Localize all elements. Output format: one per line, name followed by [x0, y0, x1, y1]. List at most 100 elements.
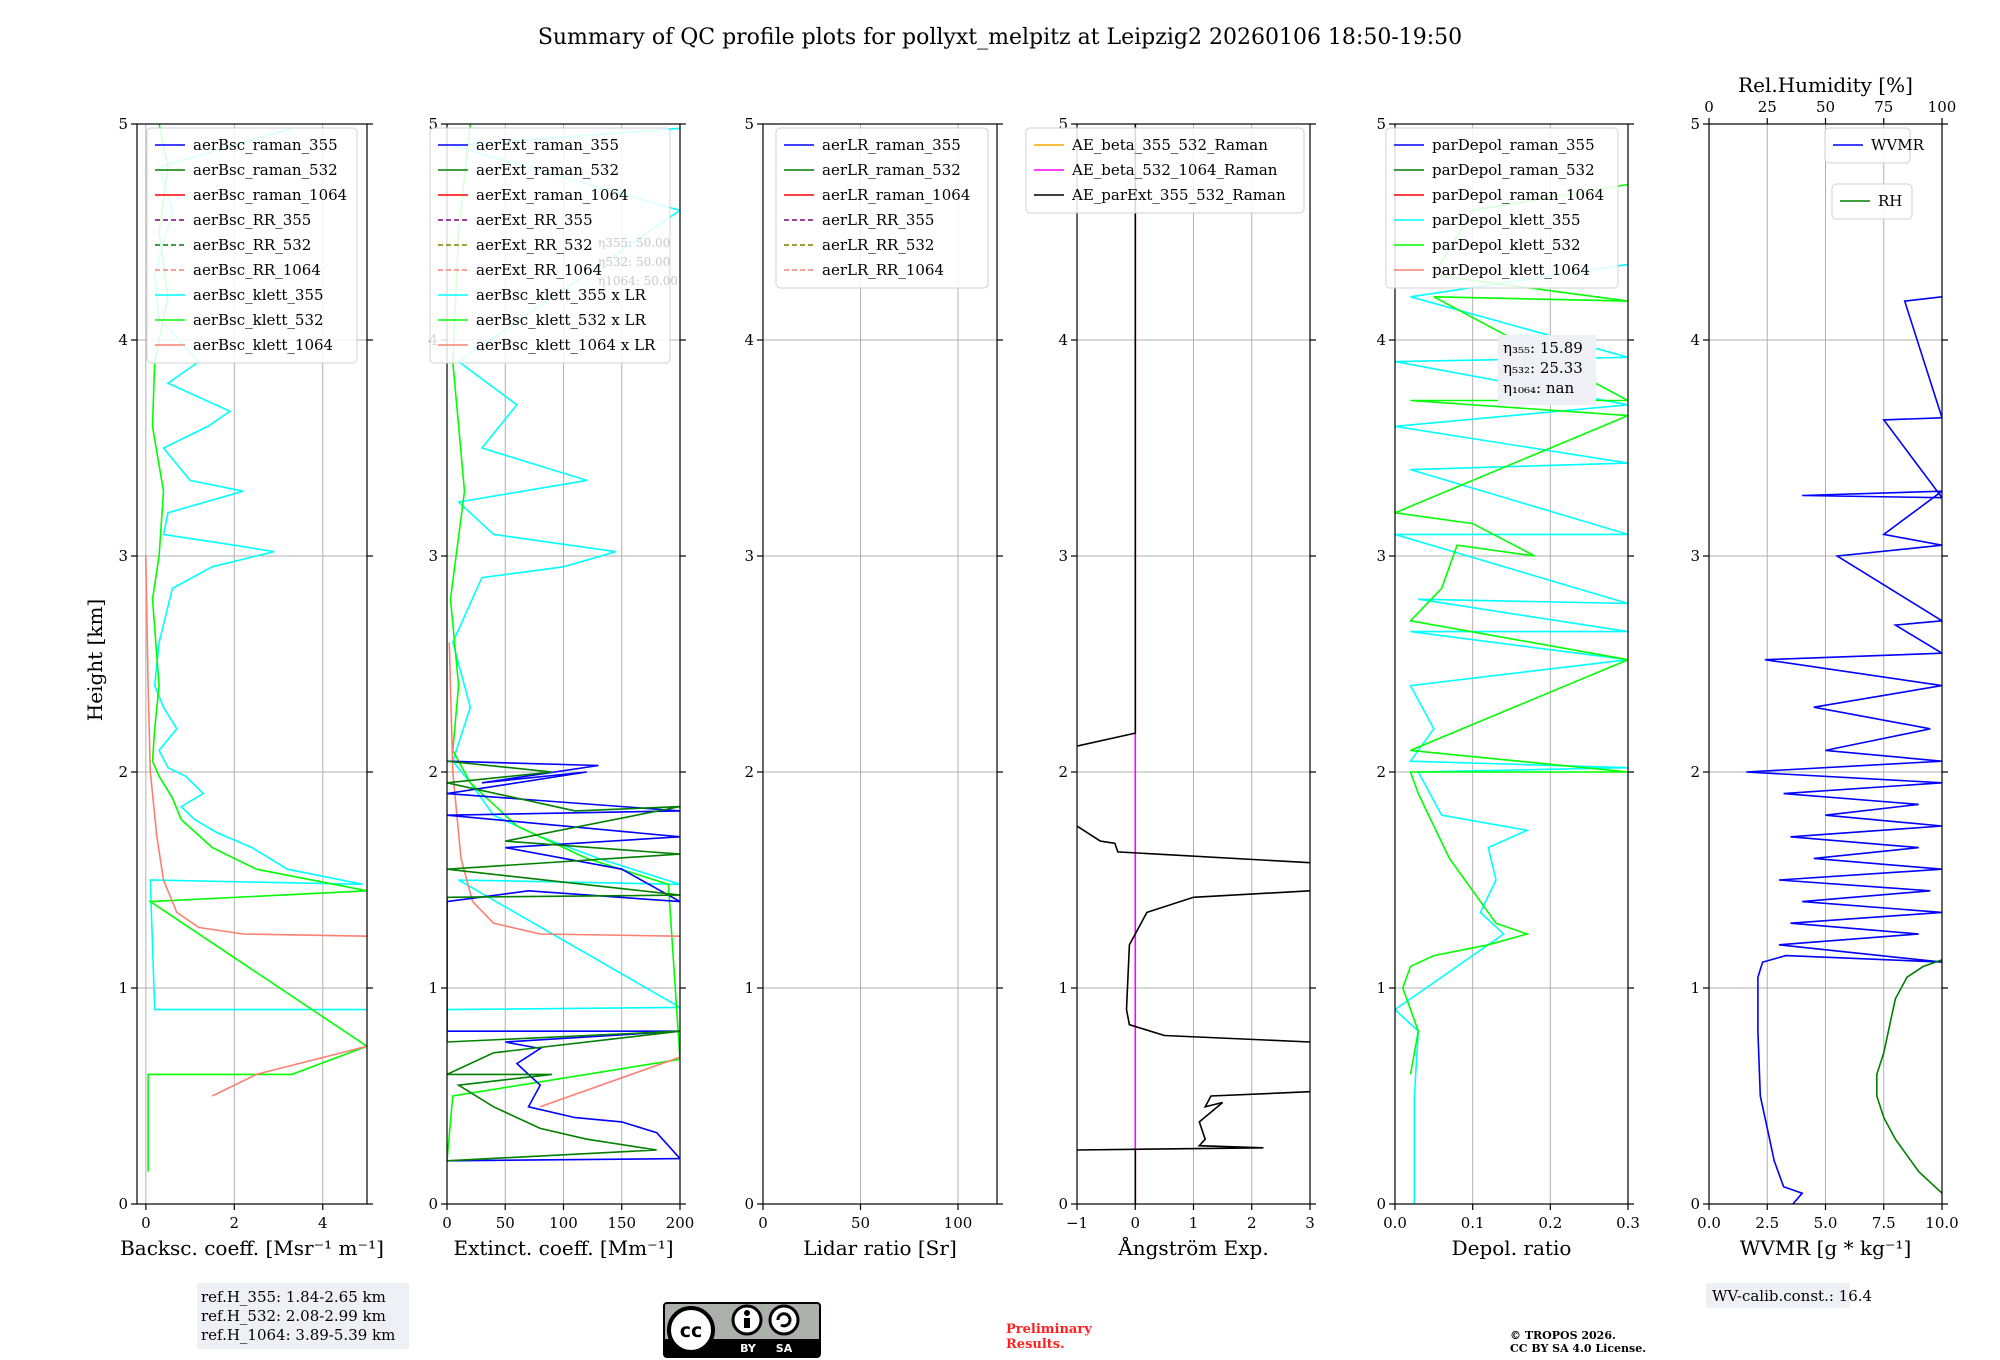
cc-logo-text: cc [680, 1320, 703, 1342]
legend-entry: aerBsc_raman_355 [193, 136, 338, 154]
series-line-parDepol_klett_532 [1395, 183, 1628, 1075]
ref-height-1064: ref.H_1064: 3.89-5.39 km [201, 1326, 395, 1344]
y-tick-label: 2 [744, 763, 754, 781]
legend-entry: aerLR_RR_355 [822, 211, 934, 229]
y-tick-label: 5 [1376, 115, 1386, 133]
y-tick-label: 3 [1376, 547, 1386, 565]
x-tick-label: 50 [851, 1214, 870, 1232]
by-label: BY [740, 1342, 757, 1355]
lr-axes-frame [762, 123, 998, 1205]
x-tick-label: 200 [666, 1214, 695, 1232]
wv-legend-2: RH [1831, 183, 1913, 220]
y-tick-label: 4 [1376, 331, 1386, 349]
legend-entry: parDepol_raman_1064 [1432, 186, 1604, 204]
eta-annotation-line: η₅₃₂: 25.33 [1503, 359, 1583, 377]
x-tick-label: 150 [607, 1214, 636, 1232]
y-tick-label: 5 [1690, 115, 1700, 133]
x-tick-label: 0 [442, 1214, 452, 1232]
bsc-axes-frame [136, 123, 368, 1205]
panel-depol: 0.0 0.1 0.2 0.3 0 1 2 3 4 5 Depol. ratio parDepol_r… [1376, 115, 1639, 1260]
lr-x-axis-label: Lidar ratio [Sr] [803, 1236, 957, 1260]
y-tick-label: 5 [118, 115, 128, 133]
sa-share-icon [768, 1304, 800, 1336]
y-tick-label: 0 [1376, 1195, 1386, 1213]
y-tick-label: 2 [1690, 763, 1700, 781]
legend-entry: parDepol_klett_355 [1432, 211, 1581, 229]
wv-calib-bg [1706, 1283, 1850, 1308]
legend-entry: aerExt_raman_532 [476, 161, 619, 179]
y-tick-label: 2 [428, 763, 438, 781]
legend-entry: aerExt_RR_532 [476, 236, 593, 254]
x-tick-label: 0 [758, 1214, 768, 1232]
ae-legend: AE_beta_355_532_Raman AE_beta_532_1064_Ra… [1025, 127, 1305, 214]
y-tick-label: 5 [744, 115, 754, 133]
x-tick-label: 2 [1247, 1214, 1257, 1232]
x-tick-label: 0.0 [1383, 1214, 1407, 1232]
top-axis-label: Rel.Humidity [%] [1738, 73, 1913, 97]
y-tick-label: 4 [744, 331, 754, 349]
legend-entry: aerBsc_klett_355 [193, 286, 324, 304]
legend-entry: aerBsc_raman_532 [193, 161, 338, 179]
top-tick-label: 50 [1816, 98, 1835, 116]
sa-arrow-icon [776, 1312, 792, 1328]
legend-entry: parDepol_raman_355 [1432, 136, 1595, 154]
legend-entry: aerLR_RR_1064 [822, 261, 944, 279]
y-tick-label: 1 [1376, 979, 1386, 997]
x-tick-label: 1 [1189, 1214, 1199, 1232]
cc-license-badge[interactable]: cc BY SA [663, 1302, 821, 1358]
panel-lr: 0 50 100 0 1 2 3 4 5 Lidar ratio [Sr] aerLR_raman_… [744, 115, 1003, 1260]
x-tick-label: 100 [549, 1214, 578, 1232]
y-tick-label: 2 [1058, 763, 1068, 781]
eta-annotation-line: η₁₀₆₄: nan [1503, 379, 1574, 397]
top-tick-label: 100 [1928, 98, 1957, 116]
by-person-head [744, 1310, 750, 1316]
eta-annotation-box [1498, 335, 1596, 405]
panel-ext: 050100150200012345Extinct. coeff. [Mm⁻¹]… [428, 115, 694, 1260]
wv-x-axis-label: WVMR [g * kg⁻¹] [1740, 1236, 1912, 1260]
wv-calib-box: WV-calib.const.: 16.4 [1706, 1283, 1872, 1308]
ae-legend-frame [1025, 127, 1305, 214]
y-tick-label: 3 [1690, 547, 1700, 565]
legend-entry: parDepol_raman_532 [1432, 161, 1595, 179]
lr-legend: aerLR_raman_355 aerLR_raman_532 aerLR_rama… [775, 127, 989, 289]
series-line-aerBsc_klett_1064 [211, 1045, 367, 1097]
legend-entry: parDepol_klett_1064 [1432, 261, 1590, 279]
legend-entry: aerBsc_klett_532 [193, 311, 324, 329]
ae-series-group [1077, 124, 1310, 1204]
y-tick-label: 5 [1058, 115, 1068, 133]
legend-entry: aerBsc_RR_355 [193, 211, 311, 229]
depol-legend: parDepol_raman_355 parDepol_raman_532 parD… [1385, 127, 1619, 289]
legend-entry: aerBsc_klett_532 x LR [476, 311, 647, 329]
legend-entry: AE_beta_532_1064_Raman [1071, 161, 1278, 179]
y-tick-label: 2 [118, 763, 128, 781]
legend-entry: aerExt_RR_355 [476, 211, 593, 229]
series-line-AE_parExt_355_532_Raman [1125, 890, 1310, 1043]
bsc-legend: aerBsc_raman_355 aerBsc_raman_532 aerBsc_r… [146, 127, 358, 364]
ref-height-box: ref.H_355: 1.84-2.65 km ref.H_532: 2.08-… [197, 1283, 409, 1349]
y-tick-label: 1 [1058, 979, 1068, 997]
legend-entry: aerLR_RR_532 [822, 236, 934, 254]
ref-height-box-bg [197, 1283, 409, 1349]
legend-entry: AE_beta_355_532_Raman [1071, 136, 1268, 154]
x-tick-label: 0.1 [1461, 1214, 1485, 1232]
x-tick-label: 0.2 [1538, 1214, 1562, 1232]
y-tick-label: 4 [118, 331, 128, 349]
x-tick-label: 0.3 [1616, 1214, 1640, 1232]
x-tick-label: 5.0 [1814, 1214, 1838, 1232]
top-tick-label: 25 [1758, 98, 1777, 116]
y-tick-label: 0 [1690, 1195, 1700, 1213]
series-line-RH [1876, 959, 1942, 1194]
y-tick-label: 1 [744, 979, 754, 997]
x-tick-label: −1 [1066, 1214, 1088, 1232]
depol-x-axis-label: Depol. ratio [1452, 1236, 1572, 1260]
top-tick-label: 0 [1704, 98, 1714, 116]
y-tick-label: 0 [118, 1195, 128, 1213]
ext-legend-frame [429, 127, 671, 364]
y-tick-label: 0 [1058, 1195, 1068, 1213]
x-tick-label: 100 [944, 1214, 973, 1232]
ext-legend: aerExt_raman_355 aerExt_raman_532 aerExt_r… [429, 127, 671, 364]
faint-eta-label: η532: 50.00 [598, 255, 670, 269]
bsc-x-axis-label: Backsc. coeff. [Msr⁻¹ m⁻¹] [120, 1236, 384, 1260]
